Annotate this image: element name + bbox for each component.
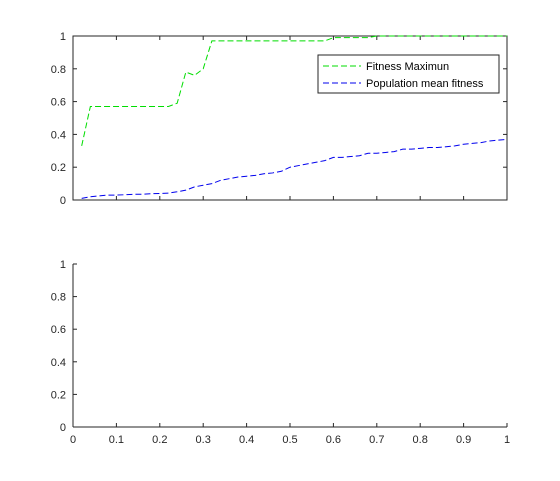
top-axes-lines — [81, 35, 508, 199]
top-axes-y-ticks: 0 0.2 0.4 0.6 0.8 1 — [51, 31, 507, 207]
top-y-tick-label: 0.2 — [51, 162, 66, 174]
bottom-x-tick-label: 0 — [70, 434, 76, 446]
top-y-tick-label: 1 — [60, 31, 66, 43]
legend[interactable]: Fitness Maximun Population mean fitness — [317, 54, 500, 94]
top-y-tick-label: 0.6 — [51, 97, 66, 109]
top-axes: 0 0.2 0.4 0.6 0.8 1 Fitness Maximun Populatio… — [51, 31, 508, 207]
bottom-y-tick-label: 1 — [60, 259, 66, 271]
top-y-tick-label: 0 — [60, 195, 66, 207]
bottom-x-tick-label: 1 — [504, 434, 510, 446]
bottom-y-tick-label: 0.4 — [51, 357, 66, 369]
bottom-x-tick-label: 0.9 — [456, 434, 471, 446]
bottom-x-tick-label: 0.6 — [326, 434, 341, 446]
bottom-x-tick-label: 0.2 — [152, 434, 167, 446]
bottom-axes-y-ticks: 0 0.2 0.4 0.6 0.8 1 — [51, 259, 77, 434]
bottom-x-tick-label: 0.8 — [413, 434, 428, 446]
bottom-axes-x-ticks: 0 0.1 0.2 0.3 0.4 0.5 0.6 0.7 0.8 0.9 1 — [70, 423, 510, 446]
bottom-y-tick-label: 0 — [60, 422, 66, 434]
legend-box — [317, 54, 500, 94]
series-line-population-mean-fitness — [81, 138, 508, 199]
top-y-tick-label: 0.8 — [51, 64, 66, 76]
bottom-y-tick-label: 0.8 — [51, 292, 66, 304]
bottom-y-tick-label: 0.6 — [51, 324, 66, 336]
series-line-fitness-maximun — [81, 35, 507, 146]
top-axes-x-ticks — [72, 36, 508, 200]
bottom-x-tick-label: 0.7 — [369, 434, 384, 446]
legend-label-population-mean-fitness: Population mean fitness — [366, 78, 484, 90]
bottom-y-tick-label: 0.2 — [51, 389, 66, 401]
bottom-x-tick-label: 0.3 — [196, 434, 211, 446]
bottom-axes: 0 0.2 0.4 0.6 0.8 1 0 0.1 0.2 0.3 0.4 0.5 0.6 0.7 0.8… — [51, 259, 510, 446]
bottom-x-tick-label: 0.5 — [282, 434, 297, 446]
bottom-x-tick-label: 0.1 — [109, 434, 124, 446]
top-y-tick-label: 0.4 — [51, 129, 66, 141]
legend-label-fitness-maximun: Fitness Maximun — [366, 61, 449, 73]
bottom-x-tick-label: 0.4 — [239, 434, 254, 446]
